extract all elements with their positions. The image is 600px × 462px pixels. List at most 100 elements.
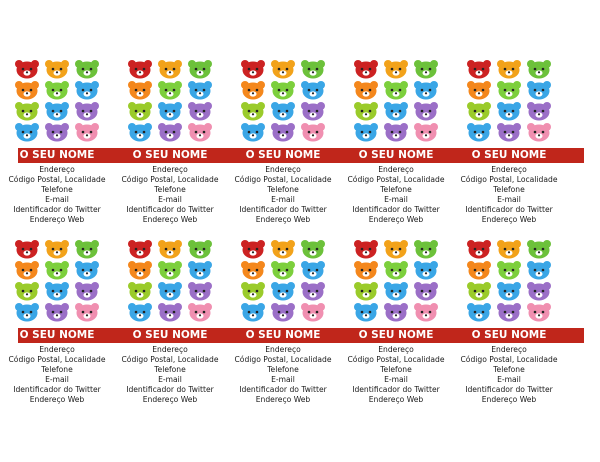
- bear-face-icon: [271, 102, 295, 121]
- bear-face-icon: [527, 123, 551, 142]
- bear-face-icon: [241, 81, 265, 100]
- bear-face-icon: [384, 60, 408, 79]
- label-name: O SEU NOME: [471, 149, 547, 161]
- label-twitter: Identificador do Twitter: [465, 205, 553, 214]
- label-name: O SEU NOME: [471, 329, 547, 341]
- bear-face-icon: [301, 102, 325, 121]
- bear-pattern: [128, 58, 214, 144]
- bear-face-icon: [158, 60, 182, 79]
- label-twitter: Identificador do Twitter: [13, 385, 101, 394]
- bear-face-icon: [15, 102, 39, 121]
- label-email: E-mail: [271, 195, 295, 204]
- bear-face-icon: [45, 261, 69, 280]
- bear-pattern: [467, 58, 553, 144]
- bear-face-icon: [301, 282, 325, 301]
- label-twitter: Identificador do Twitter: [465, 385, 553, 394]
- bear-face-icon: [384, 102, 408, 121]
- bear-face-icon: [15, 303, 39, 322]
- label-postal: Código Postal, Localidade: [8, 355, 106, 364]
- bear-face-icon: [271, 261, 295, 280]
- bear-face-icon: [75, 261, 99, 280]
- bear-face-icon: [414, 123, 438, 142]
- bear-face-icon: [527, 102, 551, 121]
- label-details: Endereço Código Postal, Localidade Telefon…: [222, 165, 344, 225]
- label-web: Endereço Web: [255, 395, 311, 404]
- label-web: Endereço Web: [142, 215, 198, 224]
- bear-face-icon: [414, 60, 438, 79]
- bear-grid: [15, 60, 99, 142]
- name-band-bottom: [18, 328, 584, 343]
- label-phone: Telefone: [41, 365, 73, 374]
- bear-face-icon: [527, 282, 551, 301]
- label-email: E-mail: [384, 375, 408, 384]
- bear-grid: [241, 240, 325, 322]
- bear-face-icon: [414, 282, 438, 301]
- bear-face-icon: [467, 60, 491, 79]
- label-details: Endereço Código Postal, Localidade Telefon…: [0, 165, 118, 225]
- label-email: E-mail: [384, 195, 408, 204]
- bear-face-icon: [354, 261, 378, 280]
- bear-face-icon: [497, 60, 521, 79]
- label-web: Endereço Web: [142, 395, 198, 404]
- bear-grid: [15, 240, 99, 322]
- bear-face-icon: [188, 261, 212, 280]
- label-name: O SEU NOME: [358, 329, 434, 341]
- bear-face-icon: [75, 282, 99, 301]
- bear-face-icon: [45, 123, 69, 142]
- bear-face-icon: [45, 282, 69, 301]
- label-postal: Código Postal, Localidade: [347, 355, 445, 364]
- bear-face-icon: [301, 303, 325, 322]
- label-twitter: Identificador do Twitter: [352, 385, 440, 394]
- bear-face-icon: [301, 261, 325, 280]
- label-phone: Telefone: [41, 185, 73, 194]
- label-address: Endereço: [378, 345, 414, 354]
- bear-face-icon: [15, 81, 39, 100]
- bear-pattern: [354, 58, 440, 144]
- address-label: O SEU NOME Endereço Código Postal, Localid…: [115, 0, 225, 224]
- label-address: Endereço: [39, 165, 75, 174]
- label-phone: Telefone: [380, 365, 412, 374]
- bear-face-icon: [527, 60, 551, 79]
- address-label: O SEU NOME Endereço Código Postal, Localid…: [454, 0, 564, 224]
- bear-face-icon: [241, 123, 265, 142]
- bear-face-icon: [354, 81, 378, 100]
- bear-face-icon: [301, 123, 325, 142]
- label-web: Endereço Web: [368, 395, 424, 404]
- bear-face-icon: [128, 60, 152, 79]
- name-band-top: [18, 148, 584, 163]
- bear-face-icon: [497, 282, 521, 301]
- bear-face-icon: [384, 123, 408, 142]
- address-label: O SEU NOME Endereço Código Postal, Localid…: [228, 0, 338, 224]
- bear-face-icon: [158, 81, 182, 100]
- label-address: Endereço: [378, 165, 414, 174]
- label-phone: Telefone: [380, 185, 412, 194]
- bear-face-icon: [75, 303, 99, 322]
- bear-face-icon: [128, 303, 152, 322]
- bear-face-icon: [45, 303, 69, 322]
- bear-pattern: [128, 238, 214, 324]
- label-web: Endereço Web: [29, 395, 85, 404]
- label-postal: Código Postal, Localidade: [121, 355, 219, 364]
- bear-face-icon: [188, 123, 212, 142]
- bear-face-icon: [301, 240, 325, 259]
- label-web: Endereço Web: [481, 395, 537, 404]
- address-label: O SEU NOME Endereço Código Postal, Localid…: [2, 0, 112, 224]
- label-phone: Telefone: [493, 365, 525, 374]
- bear-grid: [354, 60, 438, 142]
- bear-face-icon: [15, 282, 39, 301]
- bear-face-icon: [45, 102, 69, 121]
- label-twitter: Identificador do Twitter: [352, 205, 440, 214]
- label-phone: Telefone: [493, 185, 525, 194]
- bear-face-icon: [414, 102, 438, 121]
- bear-face-icon: [45, 240, 69, 259]
- bear-face-icon: [414, 261, 438, 280]
- bear-face-icon: [384, 261, 408, 280]
- bear-pattern: [241, 238, 327, 324]
- bear-face-icon: [354, 123, 378, 142]
- bear-face-icon: [271, 303, 295, 322]
- label-address: Endereço: [265, 165, 301, 174]
- bear-face-icon: [15, 60, 39, 79]
- address-label: O SEU NOME Endereço Código Postal, Localid…: [115, 180, 225, 404]
- label-twitter: Identificador do Twitter: [126, 205, 214, 214]
- label-details: Endereço Código Postal, Localidade Telefon…: [335, 165, 457, 225]
